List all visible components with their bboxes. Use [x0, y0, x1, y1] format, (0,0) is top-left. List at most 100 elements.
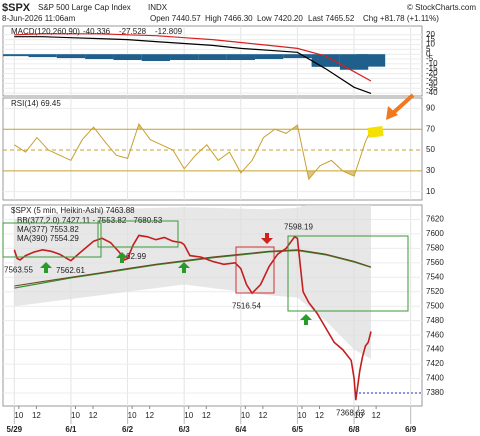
plot: [3, 26, 422, 96]
ma-line: [14, 249, 372, 287]
y-tick-label: 7420: [426, 359, 444, 368]
histogram-bar: [56, 54, 86, 59]
y-tick-label: 90: [426, 104, 435, 113]
x-tick-label: 10: [298, 411, 307, 420]
histogram-bar: [226, 54, 255, 61]
y-tick-label: 20: [426, 30, 435, 39]
x-tick-label: 10: [184, 411, 193, 420]
exchange: INDX: [148, 3, 168, 12]
x-tick-label: 12: [372, 411, 381, 420]
y-tick-label: -15: [426, 64, 438, 73]
box: [235, 246, 275, 294]
y-tick-label: 50: [426, 145, 435, 154]
y-tick-label: 5: [426, 44, 431, 53]
date-label: 6/3: [179, 425, 191, 434]
y-tick-label: 7620: [426, 215, 444, 224]
highlight: [367, 125, 384, 138]
x-tick-label: 12: [258, 411, 267, 420]
legend-entry: -27.528: [119, 27, 147, 36]
date-label: 6/5: [292, 425, 304, 434]
date-label: 6/9: [405, 425, 417, 434]
panel-title: RSI(14) 69.45: [11, 99, 61, 108]
macd-line: [14, 36, 372, 94]
y-tick-label: 7380: [426, 388, 444, 397]
arrow-up: [178, 262, 190, 273]
histogram-bar: [198, 54, 227, 61]
histogram-bar: [170, 54, 199, 61]
ma-line: [14, 250, 372, 289]
x-tick-label: 12: [32, 411, 41, 420]
box: [97, 220, 179, 248]
panel: [2, 97, 423, 201]
date-label: 6/2: [122, 425, 134, 434]
y-tick-label: 7560: [426, 258, 444, 267]
y-tick-label: 70: [426, 124, 435, 133]
bollinger-band: [14, 205, 371, 359]
panel-title: $SPX (5 min, Heikin-Ashi) 7463.88: [11, 206, 135, 215]
y-tick-label: -40: [426, 88, 438, 97]
histogram-bar: [85, 54, 114, 60]
x-tick-label: 10: [128, 411, 137, 420]
price-label: 7368.63: [336, 408, 365, 417]
histogram-bar: [141, 54, 171, 61]
x-tick-label: 10: [14, 411, 23, 420]
date-label: 6/4: [235, 425, 247, 434]
date: 8-Jun-2026 11:06am: [2, 14, 76, 23]
histogram-bar: [311, 54, 340, 67]
box: [287, 235, 409, 312]
x-tick-label: 10: [241, 411, 250, 420]
y-tick-label: -30: [426, 78, 438, 87]
panel: [2, 204, 423, 407]
y-tick-label: 10: [426, 40, 435, 49]
plot: [3, 205, 422, 406]
histogram-bar: [3, 54, 29, 57]
pointer-head: [386, 106, 398, 120]
y-tick-label: -10: [426, 59, 438, 68]
price-label: 62.99: [126, 252, 147, 261]
macd-line: [14, 33, 372, 82]
box: [2, 222, 102, 258]
legend-entry: MA(377) 7553.82: [17, 225, 79, 234]
y-tick-label: 7600: [426, 229, 444, 238]
panel: [2, 25, 423, 97]
histogram-bar: [283, 54, 312, 59]
pointer: [390, 93, 415, 116]
high: High 7466.30: [205, 14, 253, 23]
y-tick-label: 7440: [426, 345, 444, 354]
symbol: $SPX: [2, 2, 31, 14]
last: Last 7465.52: [308, 14, 355, 23]
legend-entry: MA(390) 7554.29: [17, 234, 79, 243]
arrow-up: [40, 262, 52, 273]
low: Low 7420.20: [257, 14, 303, 23]
arrow-down: [261, 233, 273, 244]
histogram-bar: [113, 54, 142, 61]
x-tick-label: 12: [89, 411, 98, 420]
open: Open 7440.57: [150, 14, 201, 23]
name: S&P 500 Large Cap Index: [38, 3, 131, 12]
y-tick-label: -35: [426, 83, 438, 92]
y-tick-label: -5: [426, 54, 434, 63]
arrow-up: [116, 252, 128, 263]
x-tick-label: 10: [354, 411, 363, 420]
date-label: 6/8: [348, 425, 360, 434]
source: © StockCharts.com: [407, 3, 476, 12]
histogram-bar: [254, 54, 284, 60]
y-tick-label: -25: [426, 74, 438, 83]
rsi-line: [14, 122, 372, 181]
x-tick-label: 12: [202, 411, 211, 420]
price-label: 7516.54: [232, 301, 261, 310]
y-tick-label: 15: [426, 35, 435, 44]
histogram-bar: [28, 54, 57, 58]
date-label: 5/29: [7, 425, 23, 434]
legend-entry: -40.336: [83, 27, 111, 36]
price-label: 7563.55: [4, 265, 33, 274]
plot: [3, 98, 422, 200]
y-tick-label: 7520: [426, 287, 444, 296]
x-tick-label: 10: [71, 411, 80, 420]
panel-title: MACD(120,260,90): [11, 27, 80, 36]
y-tick-label: 10: [426, 187, 435, 196]
y-tick-label: 7400: [426, 374, 444, 383]
price-label: 7562.61: [56, 266, 85, 275]
y-tick-label: 7580: [426, 243, 444, 252]
